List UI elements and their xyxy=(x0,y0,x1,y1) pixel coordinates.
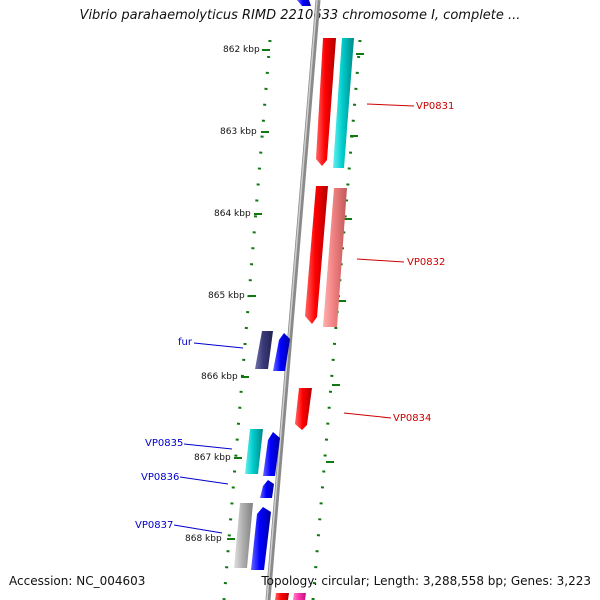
gene-arrow-vp0834[interactable] xyxy=(295,388,312,430)
tick-label: 864 kbp xyxy=(214,209,251,219)
tick-label: 867 kbp xyxy=(194,453,231,463)
gene-label-vp0837[interactable]: VP0837 xyxy=(135,520,173,531)
gene-arrow-vp0835[interactable] xyxy=(263,432,280,476)
gene-label-vp0834[interactable]: VP0834 xyxy=(393,413,431,424)
tick-label: 868 kbp xyxy=(185,534,222,544)
gene-label-fur[interactable]: fur xyxy=(178,337,193,348)
genome-summary-text: Topology: circular; Length: 3,288,558 bp… xyxy=(261,574,591,588)
gene-label-vp0835[interactable]: VP0835 xyxy=(145,438,183,449)
gene-arrow-vp0832[interactable] xyxy=(305,186,328,324)
gene-block-bottom-red-partial[interactable] xyxy=(275,593,289,600)
gene-arrow-top-partial[interactable] xyxy=(297,0,311,6)
gene-labels: VP0831 VP0832 VP0834 fur VP0835 VP0836 V… xyxy=(135,101,454,531)
map-title: Vibrio parahaemolyticus RIMD 2210633 chr… xyxy=(79,8,521,23)
gene-arrow-fur[interactable] xyxy=(273,333,290,371)
tick-label: 866 kbp xyxy=(201,372,238,382)
gene-block-vp0835-cyan[interactable] xyxy=(245,429,263,474)
ruler-labels: 862 kbp 863 kbp 864 kbp 865 kbp 866 kbp … xyxy=(185,45,260,544)
gene-label-vp0831[interactable]: VP0831 xyxy=(416,101,454,112)
label-leaders xyxy=(173,103,415,534)
gene-arrow-vp0837[interactable] xyxy=(251,507,271,570)
backbone-highlight xyxy=(266,0,318,600)
gene-block-vp0837-gray[interactable] xyxy=(234,503,253,568)
accession-text: Accession: NC_004603 xyxy=(9,574,146,588)
tick-label: 862 kbp xyxy=(223,45,260,55)
ruler-major-ticks xyxy=(227,49,364,540)
backbone-line xyxy=(265,0,321,600)
gene-block-vp0832-pink[interactable] xyxy=(323,188,347,327)
tick-label: 863 kbp xyxy=(220,127,257,137)
gene-arrow-vp0836[interactable] xyxy=(260,480,274,498)
gene-block-vp0831-cyan[interactable] xyxy=(333,38,354,168)
gene-block-fur-navy[interactable] xyxy=(255,331,273,369)
gene-arrow-vp0831[interactable] xyxy=(316,38,336,166)
gene-label-vp0836[interactable]: VP0836 xyxy=(141,472,179,483)
tick-label: 865 kbp xyxy=(208,291,245,301)
gene-label-vp0832[interactable]: VP0832 xyxy=(407,257,445,268)
gene-block-bottom-magenta-partial[interactable] xyxy=(293,593,306,600)
